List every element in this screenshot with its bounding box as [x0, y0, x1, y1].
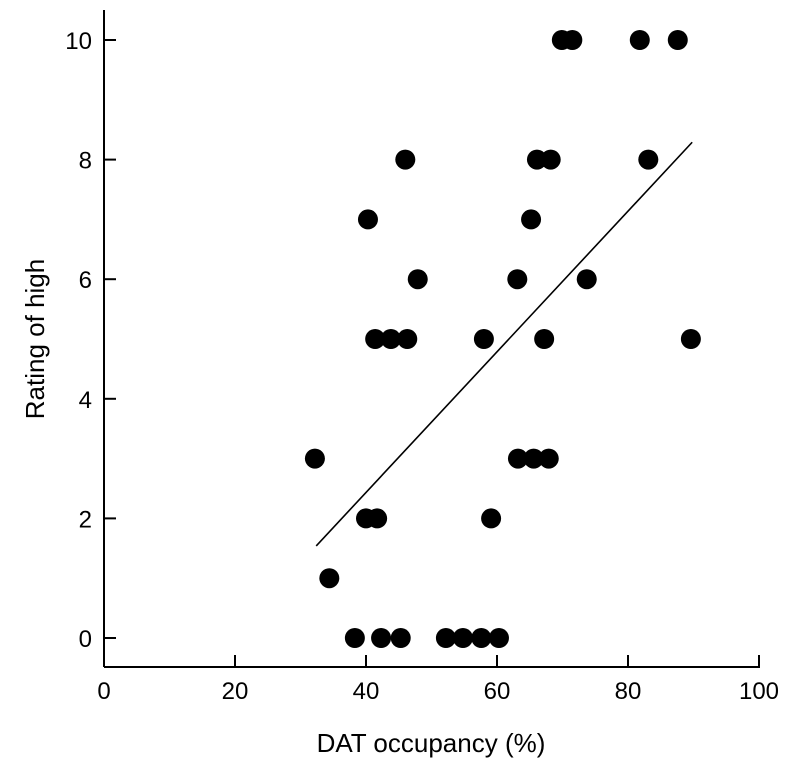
data-point	[365, 329, 386, 349]
x-tick-label: 100	[739, 678, 779, 705]
y-tick-label: 8	[79, 148, 92, 175]
data-point	[680, 329, 701, 349]
y-tick-label: 6	[79, 267, 92, 294]
data-point	[344, 628, 365, 648]
y-tick-label: 10	[65, 28, 92, 55]
data-point	[319, 568, 340, 589]
y-tick-label: 0	[79, 626, 92, 653]
regression-line	[315, 141, 693, 547]
data-point	[507, 448, 528, 469]
data-point	[407, 269, 428, 290]
x-tick-label: 40	[353, 678, 380, 705]
data-point	[371, 628, 392, 648]
data-point	[304, 448, 325, 469]
x-axis-label: DAT occupancy (%)	[317, 728, 546, 758]
data-point	[540, 149, 561, 170]
data-point	[397, 329, 418, 349]
x-tick-label: 0	[97, 678, 110, 705]
data-point	[538, 448, 559, 469]
y-tick-label: 4	[79, 387, 92, 414]
data-point	[435, 628, 456, 648]
data-points	[304, 30, 701, 648]
data-point	[507, 269, 528, 290]
data-point	[390, 628, 411, 648]
data-point	[473, 329, 494, 349]
data-point	[521, 209, 542, 230]
x-tick-label: 60	[484, 678, 511, 705]
x-tick-label: 80	[615, 678, 642, 705]
data-point	[562, 30, 583, 50]
data-point	[576, 269, 597, 290]
data-point	[629, 30, 650, 50]
x-tick-label: 20	[222, 678, 249, 705]
data-point	[638, 149, 659, 170]
data-point	[488, 628, 509, 648]
data-point	[395, 149, 416, 170]
data-point	[526, 149, 547, 170]
data-point	[367, 508, 388, 529]
data-point	[481, 508, 502, 529]
data-point	[380, 329, 401, 349]
data-point	[523, 448, 544, 469]
data-point	[471, 628, 492, 648]
data-point	[357, 209, 378, 230]
axes: 0 20 40 60 80 100 0 2 4 6 8 10	[65, 10, 779, 705]
data-point	[667, 30, 688, 50]
y-tick-label: 2	[79, 506, 92, 533]
data-point	[452, 628, 473, 648]
data-point	[534, 329, 555, 349]
y-axis-label: Rating of high	[20, 259, 50, 419]
